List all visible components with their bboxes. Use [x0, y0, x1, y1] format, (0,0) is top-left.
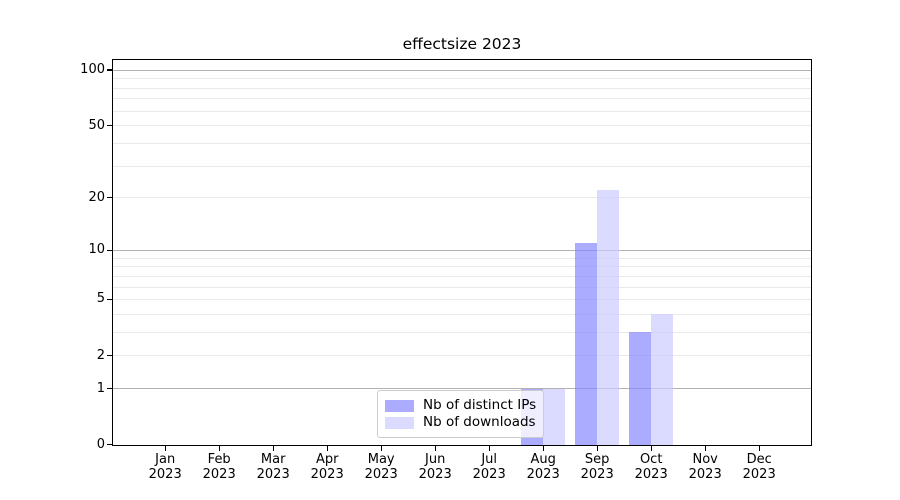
- x-tick-month: Nov: [692, 452, 718, 467]
- x-tick-label: May 2023: [353, 452, 409, 482]
- y-tick-label: 20: [88, 189, 105, 205]
- y-gridline-major: [113, 69, 811, 71]
- y-tick-mark: [107, 124, 112, 127]
- bar-downloads: [543, 388, 565, 445]
- x-tick-year: 2023: [526, 467, 560, 482]
- y-gridline-minor: [113, 143, 811, 144]
- x-tick-mark: [542, 446, 544, 451]
- y-gridline-minor: [113, 286, 811, 288]
- chart-title: effectsize 2023: [402, 35, 522, 53]
- legend-swatch-downloads: [385, 416, 414, 429]
- x-tick-year: 2023: [688, 467, 722, 482]
- x-tick-month: Dec: [746, 452, 772, 467]
- legend-swatch-distinct-ips: [385, 399, 414, 412]
- x-tick-month: Aug: [530, 452, 556, 467]
- plot-area: [112, 59, 812, 446]
- x-tick-mark: [272, 446, 274, 451]
- y-gridline-major: [113, 249, 811, 251]
- y-tick-label: 1: [96, 380, 105, 396]
- x-tick-month: Mar: [260, 452, 286, 467]
- x-tick-year: 2023: [148, 467, 182, 482]
- x-tick-year: 2023: [742, 467, 776, 482]
- y-tick-label: 10: [88, 242, 105, 258]
- y-gridline-minor: [113, 197, 811, 199]
- y-tick-mark: [107, 196, 112, 199]
- x-tick-label: Jul 2023: [461, 452, 517, 482]
- x-tick-year: 2023: [418, 467, 452, 482]
- x-tick-mark: [488, 446, 490, 451]
- y-tick-label: 100: [80, 62, 105, 77]
- x-tick-mark: [758, 446, 760, 451]
- y-tick-label: 2: [96, 347, 105, 363]
- x-tick-month: Feb: [207, 452, 231, 467]
- y-gridline-minor: [113, 125, 811, 127]
- y-tick-mark: [107, 69, 112, 71]
- x-tick-mark: [218, 446, 220, 451]
- x-tick-label: Oct 2023: [623, 452, 679, 482]
- x-tick-year: 2023: [580, 467, 614, 482]
- x-tick-mark: [380, 446, 382, 451]
- x-tick-label: Apr 2023: [299, 452, 355, 482]
- bar-distinct-ips: [629, 332, 651, 445]
- bar-downloads: [651, 314, 673, 445]
- plot-inner: [113, 60, 811, 445]
- y-gridline-minor: [113, 275, 811, 277]
- y-gridline-minor: [113, 332, 811, 333]
- y-gridline-minor: [113, 87, 811, 89]
- y-gridline-minor: [113, 98, 811, 100]
- x-tick-label: Dec 2023: [731, 452, 787, 482]
- x-tick-year: 2023: [310, 467, 344, 482]
- y-tick-mark: [107, 249, 112, 251]
- x-tick-month: Apr: [315, 452, 339, 467]
- x-tick-year: 2023: [256, 467, 290, 482]
- y-gridline-minor: [113, 355, 811, 357]
- x-tick-year: 2023: [364, 467, 398, 482]
- y-tick-mark: [107, 387, 112, 390]
- x-tick-label: Feb 2023: [191, 452, 247, 482]
- x-tick-label: Nov 2023: [677, 452, 733, 482]
- x-tick-label: Jun 2023: [407, 452, 463, 482]
- x-tick-year: 2023: [472, 467, 506, 482]
- x-tick-month: Jul: [481, 452, 498, 467]
- legend: Nb of distinct IPs Nb of downloads: [377, 390, 544, 438]
- y-gridline-minor: [113, 299, 811, 301]
- x-tick-label: Sep 2023: [569, 452, 625, 482]
- x-tick-month: Sep: [584, 452, 610, 467]
- x-tick-label: Mar 2023: [245, 452, 301, 482]
- x-tick-mark: [164, 446, 166, 451]
- x-tick-mark: [650, 446, 652, 451]
- bar-downloads: [597, 190, 619, 445]
- y-tick-mark: [107, 355, 112, 357]
- legend-row: Nb of downloads: [385, 414, 536, 431]
- y-tick-mark: [107, 298, 112, 300]
- y-gridline-minor: [113, 165, 811, 167]
- y-gridline-minor: [113, 313, 811, 315]
- x-tick-month: May: [367, 452, 395, 467]
- y-gridline-major: [113, 388, 811, 390]
- x-tick-year: 2023: [634, 467, 668, 482]
- legend-row: Nb of distinct IPs: [385, 397, 537, 414]
- x-tick-label: Aug 2023: [515, 452, 571, 482]
- x-tick-mark: [596, 446, 598, 451]
- x-tick-month: Jun: [425, 452, 446, 467]
- y-gridline-minor: [113, 257, 811, 259]
- y-tick-label: 5: [96, 291, 105, 307]
- legend-label-downloads: Nb of downloads: [423, 414, 536, 430]
- y-tick-label: 0: [96, 436, 105, 452]
- x-tick-mark: [326, 446, 328, 451]
- y-tick-mark: [107, 444, 112, 446]
- legend-label-distinct-ips: Nb of distinct IPs: [423, 397, 537, 413]
- y-gridline-minor: [113, 110, 811, 112]
- bar-distinct-ips: [575, 243, 597, 445]
- x-tick-label: Jan 2023: [137, 452, 193, 482]
- y-gridline-minor: [113, 266, 811, 268]
- y-tick-label: 50: [88, 117, 105, 133]
- y-gridline-minor: [113, 78, 811, 80]
- x-tick-month: Jan: [155, 452, 176, 467]
- x-tick-year: 2023: [202, 467, 236, 482]
- x-tick-month: Oct: [639, 452, 663, 467]
- x-tick-mark: [434, 446, 436, 451]
- x-tick-mark: [704, 446, 706, 451]
